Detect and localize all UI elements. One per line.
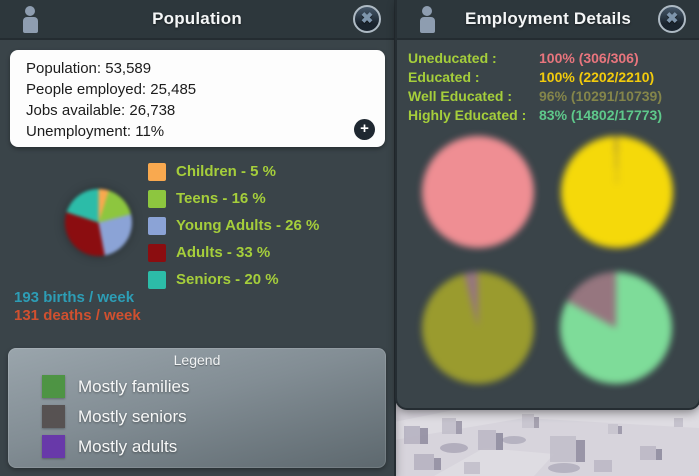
legend-row-mostly-families: Mostly families [42, 375, 386, 398]
well-educated-value: 96% (10291/10739) [539, 87, 662, 104]
legend-row-teens: Teens - 16 % [148, 189, 319, 208]
people-employed-stat: People employed: 25,485 [26, 81, 197, 98]
seniors-label: Seniors - 20 % [176, 271, 279, 288]
population-panel: Population ✖ Population: 53,589 People e… [0, 0, 394, 476]
uneducated-label: Uneducated : [408, 49, 497, 66]
highly-educated-row: Highly Educated : 83% (14802/17773) [408, 105, 662, 124]
children-swatch [148, 162, 166, 181]
employment-person-icon [417, 6, 437, 34]
seniors-swatch [148, 270, 166, 289]
highly-educated-value: 83% (14802/17773) [539, 106, 662, 123]
legend-row-mostly-adults: Mostly adults [42, 435, 386, 458]
teens-label: Teens - 16 % [176, 190, 266, 207]
deaths-per-week: 131 deaths / week [14, 307, 141, 324]
educated-employment-pie-chart [561, 136, 673, 248]
jobs-available-stat: Jobs available: 26,738 [26, 102, 176, 119]
uneducated-value: 100% (306/306) [539, 49, 639, 66]
mostly-families-swatch [42, 375, 65, 398]
uneducated-employment-pie-chart [422, 136, 534, 248]
population-panel-title: Population [152, 9, 242, 28]
births-per-week: 193 births / week [14, 289, 135, 306]
mostly-adults-swatch [42, 435, 65, 458]
population-total-stat: Population: 53,589 [26, 60, 152, 77]
employment-panel-title: Employment Details [464, 9, 632, 28]
age-distribution-legend: Children - 5 % Teens - 16 % Young Adults… [148, 162, 319, 297]
well-educated-label: Well Educated : [408, 87, 512, 104]
legend-row-mostly-seniors: Mostly seniors [42, 405, 386, 428]
educated-value: 100% (2202/2210) [539, 68, 655, 85]
population-stats-card: Population: 53,589 People employed: 25,4… [10, 50, 385, 147]
mostly-adults-label: Mostly adults [78, 436, 178, 456]
legend-row-children: Children - 5 % [148, 162, 319, 181]
adults-label: Adults - 33 % [176, 244, 271, 261]
mostly-seniors-swatch [42, 405, 65, 428]
educated-row: Educated : 100% (2202/2210) [408, 67, 662, 86]
employment-panel-titlebar[interactable]: Employment Details ✖ [397, 0, 699, 40]
population-person-icon [20, 6, 40, 34]
teens-swatch [148, 189, 166, 208]
young-adults-label: Young Adults - 26 % [176, 217, 320, 234]
children-label: Children - 5 % [176, 163, 277, 180]
mostly-families-label: Mostly families [78, 376, 190, 396]
adults-swatch [148, 243, 166, 262]
well-educated-employment-pie-chart [422, 272, 534, 384]
highly-educated-label: Highly Educated : [408, 106, 527, 123]
education-employment-stats: Uneducated : 100% (306/306) Educated : 1… [408, 48, 662, 124]
unemployment-stat: Unemployment: 11% [26, 123, 165, 140]
uneducated-row: Uneducated : 100% (306/306) [408, 48, 662, 67]
educated-label: Educated : [408, 68, 480, 85]
highly-educated-employment-pie-chart [560, 272, 672, 384]
well-educated-row: Well Educated : 96% (10291/10739) [408, 86, 662, 105]
employment-details-panel: Employment Details ✖ Uneducated : 100% (… [397, 0, 699, 408]
population-close-button[interactable]: ✖ [353, 5, 381, 33]
district-color-legend: Legend Mostly families Mostly seniors Mo… [8, 348, 386, 468]
young-adults-swatch [148, 216, 166, 235]
mostly-seniors-label: Mostly seniors [78, 406, 187, 426]
age-distribution-pie-chart [65, 189, 132, 256]
expand-plus-button[interactable]: + [354, 119, 375, 140]
population-panel-titlebar[interactable]: Population ✖ [0, 0, 394, 40]
legend-row-seniors: Seniors - 20 % [148, 270, 319, 289]
employment-close-button[interactable]: ✖ [658, 5, 686, 33]
legend-row-adults: Adults - 33 % [148, 243, 319, 262]
district-legend-title: Legend [173, 352, 221, 368]
legend-row-young-adults: Young Adults - 26 % [148, 216, 319, 235]
